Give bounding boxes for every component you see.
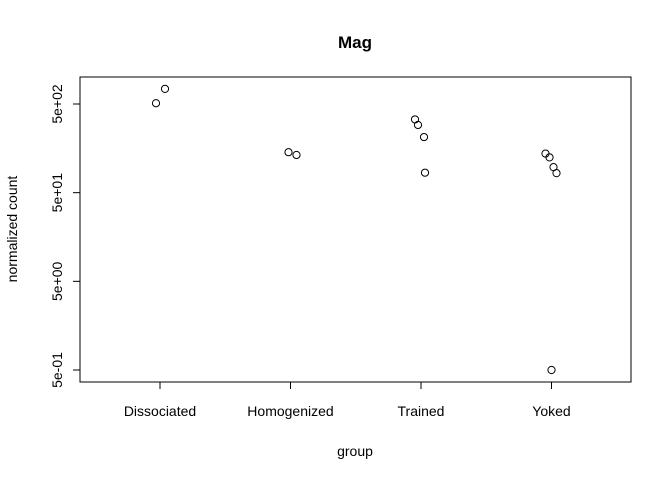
data-point: [160, 84, 170, 94]
y-axis-label: normalized count: [4, 176, 20, 283]
x-axis-label: group: [337, 443, 373, 459]
chart-title: Mag: [338, 33, 372, 52]
x-axis: Dissociated Homogenized Trained Yoked: [124, 381, 571, 419]
y-tick-label: 5e+02: [49, 84, 65, 124]
data-point: [151, 99, 161, 108]
data-point: [552, 169, 561, 178]
y-tick-label: 5e+01: [49, 173, 65, 213]
data-point: [420, 168, 430, 177]
data-point: [547, 365, 556, 375]
data-point: [545, 153, 554, 162]
data-points: [151, 84, 561, 375]
data-point: [284, 148, 293, 157]
y-tick-label: 5e+00: [49, 261, 65, 301]
x-tick-label: Yoked: [532, 403, 570, 419]
plot-frame: [79, 76, 632, 383]
data-point: [410, 115, 420, 124]
x-tick-label: Trained: [398, 403, 445, 419]
x-tick-label: Dissociated: [124, 403, 196, 419]
data-point: [292, 150, 301, 160]
y-axis: 5e-01 5e+00 5e+01 5e+02: [49, 84, 81, 388]
data-point: [419, 132, 429, 142]
data-point: [413, 120, 423, 130]
x-tick-label: Homogenized: [247, 403, 333, 419]
y-tick-label: 5e-01: [49, 352, 65, 388]
